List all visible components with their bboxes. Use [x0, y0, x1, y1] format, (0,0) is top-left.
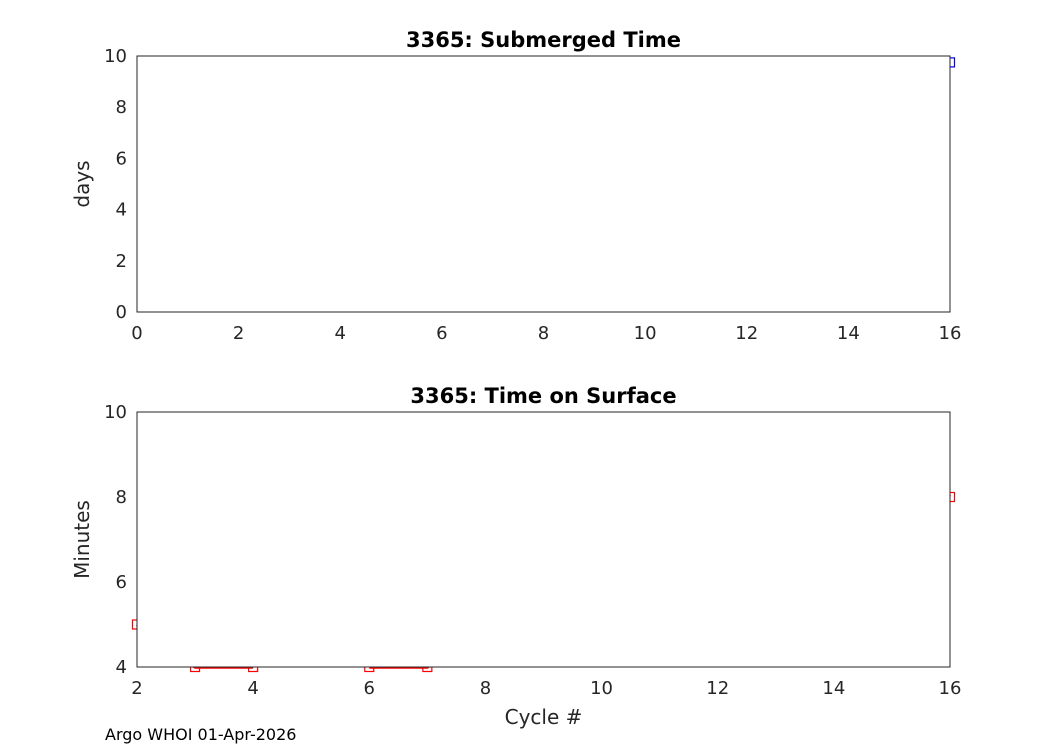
submerged-y-axis-label: days: [70, 160, 94, 207]
submerged-y-tick-label: 8: [116, 97, 127, 118]
submerged-x-tick-label: 14: [837, 323, 860, 344]
surface-y-tick-label: 10: [104, 402, 127, 423]
submerged-x-tick-label: 4: [335, 323, 346, 344]
submerged-x-tick-label: 6: [436, 323, 447, 344]
submerged-time-plot: 0 2 4 6 8 10 12 14 16 0 2 4 6 8 10 3365: Submerged Time…: [70, 28, 961, 344]
surface-chart-title: 3365: Time on Surface: [410, 384, 676, 408]
surface-y-tick-label: 8: [116, 487, 127, 508]
surface-y-axis-label: Minutes: [70, 500, 94, 579]
surface-x-tick-label: 16: [939, 678, 962, 699]
submerged-chart-title: 3365: Submerged Time: [406, 28, 681, 52]
surface-x-axis-label: Cycle #: [505, 705, 583, 729]
submerged-y-tick-label: 2: [116, 251, 127, 272]
submerged-x-tick-label: 8: [538, 323, 549, 344]
surface-x-tick-label: 12: [706, 678, 729, 699]
submerged-y-tick-label: 0: [116, 302, 127, 323]
submerged-x-tick-label: 0: [131, 323, 142, 344]
surface-y-tick-label: 4: [116, 657, 127, 678]
surface-x-tick-label: 6: [364, 678, 375, 699]
submerged-y-tick-label: 6: [116, 148, 127, 169]
surface-y-tick-label: 6: [116, 572, 127, 593]
submerged-x-tick-label: 10: [634, 323, 657, 344]
surface-x-tick-label: 2: [131, 678, 142, 699]
submerged-x-tick-label: 2: [233, 323, 244, 344]
surface-x-tick-label: 4: [247, 678, 258, 699]
surface-x-tick-label: 14: [822, 678, 845, 699]
surface-x-tick-label: 10: [590, 678, 613, 699]
footer-credit: Argo WHOI 01-Apr-2026: [105, 725, 297, 744]
submerged-x-tick-label: 12: [735, 323, 758, 344]
submerged-y-tick-label: 4: [116, 200, 127, 221]
submerged-axes-box: [136, 55, 951, 313]
submerged-x-tick-label: 16: [939, 323, 962, 344]
submerged-y-tick-label: 10: [104, 46, 127, 67]
surface-x-tick-label: 8: [480, 678, 491, 699]
surface-axes-box: [136, 411, 951, 668]
